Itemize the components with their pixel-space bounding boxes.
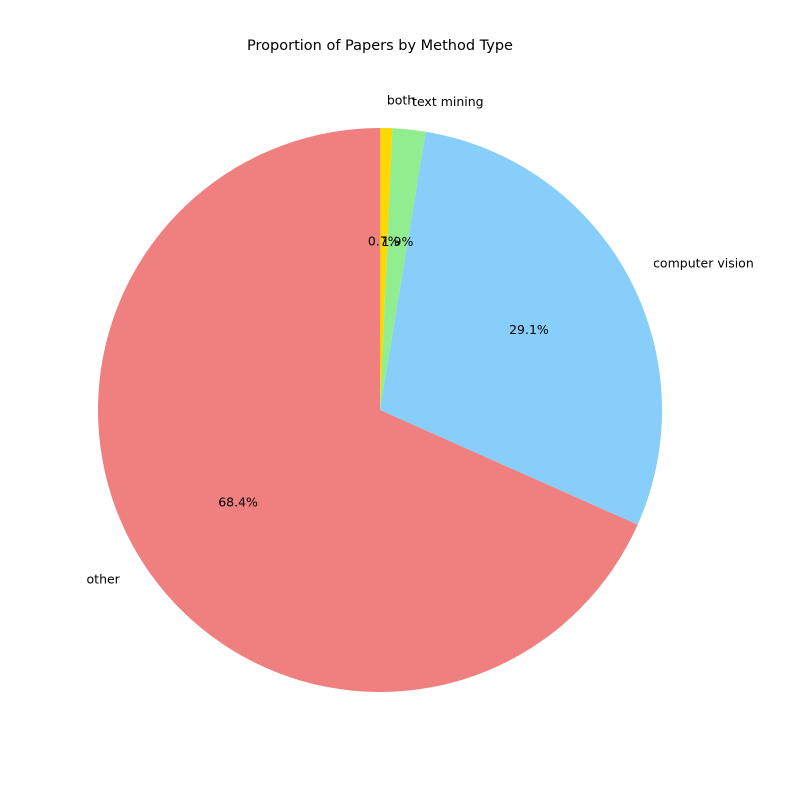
pie-slice-computer-vision — [380, 131, 663, 525]
pie-slice-text-mining — [380, 128, 426, 411]
pct-label-computer-vision: 29.1% — [509, 322, 549, 337]
pie-slice-other — [97, 128, 638, 692]
slice-label-text-mining: text mining — [412, 94, 484, 109]
slice-label-both: both — [387, 92, 415, 107]
slice-label-other: other — [87, 571, 121, 586]
pie-slices — [97, 128, 663, 692]
pct-label-both: 0.7% — [368, 233, 400, 248]
slice-label-computer-vision: computer vision — [653, 255, 754, 270]
pie-labels: both 0.7% text mining 1.9% computer vision 29… — [87, 92, 754, 586]
chart-title: Proportion of Papers by Method Type — [247, 38, 513, 54]
pct-label-other: 68.4% — [218, 495, 258, 510]
pie-slice-both — [380, 128, 393, 410]
pct-label-text-mining: 1.9% — [382, 234, 414, 249]
